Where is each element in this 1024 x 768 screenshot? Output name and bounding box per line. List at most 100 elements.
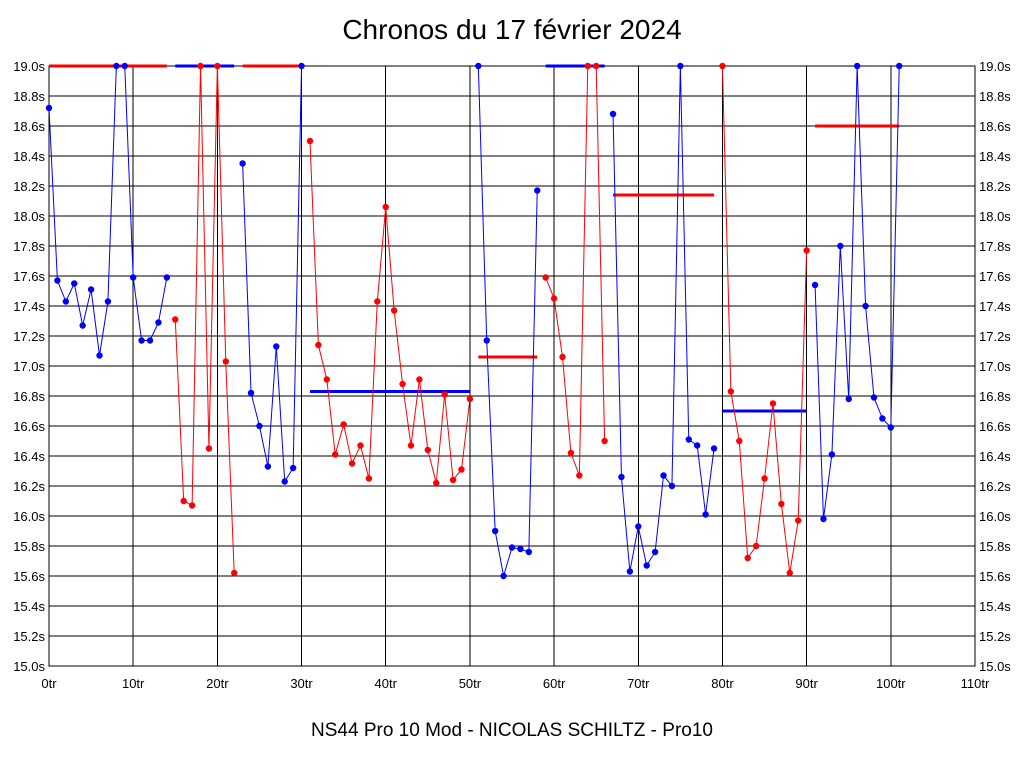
lap-point xyxy=(803,247,810,254)
lap-point xyxy=(231,569,238,577)
lap-point xyxy=(736,437,743,445)
y-tick-label-right: 16.4s xyxy=(979,449,1011,464)
lap-point xyxy=(306,137,314,145)
lap-point xyxy=(96,352,103,359)
x-tick-label: 110tr xyxy=(961,676,990,691)
lap-point xyxy=(685,436,692,443)
lap-point xyxy=(264,463,272,470)
lap-point xyxy=(820,515,827,523)
lap-point xyxy=(247,389,255,397)
y-tick-label-left: 15.4s xyxy=(13,599,45,614)
lap-point xyxy=(155,319,162,326)
lap-point xyxy=(466,395,474,403)
lap-point xyxy=(491,527,499,535)
y-tick-label-left: 15.6s xyxy=(13,569,45,584)
lap-point xyxy=(879,415,886,422)
lap-point xyxy=(811,281,819,289)
lap-point xyxy=(896,62,903,70)
y-tick-label-left: 16.6s xyxy=(13,419,45,434)
lap-point xyxy=(281,478,288,485)
lap-point xyxy=(517,545,524,553)
lap-point xyxy=(853,62,861,70)
lap-point xyxy=(559,353,566,361)
lap-point xyxy=(146,337,154,344)
lap-point xyxy=(390,307,398,314)
lap-point xyxy=(138,337,145,344)
lap-point xyxy=(609,110,617,118)
y-tick-label-right: 16.0s xyxy=(979,509,1011,524)
lap-point xyxy=(71,280,78,287)
y-tick-label-left: 18.2s xyxy=(13,179,45,194)
lap-point xyxy=(592,62,600,70)
y-tick-label-left: 19.0s xyxy=(13,59,45,74)
y-tick-label-right: 16.8s xyxy=(979,389,1011,404)
lap-point xyxy=(441,391,448,398)
lap-point xyxy=(205,445,213,452)
lap-point xyxy=(752,542,760,550)
lap-point xyxy=(273,343,280,350)
lap-point xyxy=(795,517,802,524)
lap-point xyxy=(618,473,625,481)
lap-point xyxy=(256,422,263,430)
series-line-red xyxy=(309,140,471,484)
lap-point xyxy=(660,472,667,479)
series-line-blue xyxy=(48,65,168,356)
y-tick-label-right: 15.2s xyxy=(979,629,1011,644)
y-tick-label-right: 17.2s xyxy=(979,329,1011,344)
y-tick-label-left: 18.6s xyxy=(13,119,45,134)
y-tick-label-left: 18.8s xyxy=(13,89,45,104)
lap-point xyxy=(870,394,878,401)
lap-point xyxy=(332,451,339,458)
x-tick-label: 80tr xyxy=(711,676,734,691)
y-tick-label-left: 15.8s xyxy=(13,539,45,554)
lap-point xyxy=(298,62,305,70)
lap-point xyxy=(508,544,516,551)
y-tick-label-right: 17.4s xyxy=(979,299,1011,314)
y-tick-label-right: 17.8s xyxy=(979,239,1011,254)
lap-point xyxy=(163,274,171,281)
x-tick-label: 60tr xyxy=(543,676,566,691)
lap-point xyxy=(584,62,591,70)
lap-point xyxy=(786,569,793,577)
y-tick-label-right: 18.6s xyxy=(979,119,1011,134)
lap-point xyxy=(407,442,415,449)
y-tick-label-left: 17.4s xyxy=(13,299,45,314)
y-tick-label-right: 15.8s xyxy=(979,539,1011,554)
lap-point xyxy=(416,376,423,383)
series-line-blue xyxy=(477,65,538,577)
lap-point xyxy=(651,548,659,556)
lap-point xyxy=(340,421,347,428)
y-tick-label-left: 17.6s xyxy=(13,269,45,284)
lap-point xyxy=(837,242,844,250)
lap-point xyxy=(449,476,457,484)
chart-footer: NS44 Pro 10 Mod - NICOLAS SCHILTZ - Pro1… xyxy=(311,720,713,741)
lap-point xyxy=(845,395,852,403)
y-tick-label-left: 17.2s xyxy=(13,329,45,344)
lap-point xyxy=(222,358,229,365)
lap-point xyxy=(525,548,533,556)
x-tick-label: 40tr xyxy=(375,676,398,691)
lap-point xyxy=(382,203,389,211)
y-tick-label-right: 16.6s xyxy=(979,419,1011,434)
lap-point xyxy=(534,187,541,194)
lap-point xyxy=(769,400,777,407)
series-line-red xyxy=(174,65,235,574)
lap-point xyxy=(635,523,642,530)
y-tick-label-right: 15.4s xyxy=(979,599,1011,614)
lap-point xyxy=(323,376,330,383)
y-tick-label-left: 16.2s xyxy=(13,479,45,494)
lap-point xyxy=(458,466,465,473)
chart-title: Chronos du 17 février 2024 xyxy=(342,14,682,45)
lap-point xyxy=(239,160,246,167)
series-line-blue xyxy=(814,65,900,520)
lap-point xyxy=(62,298,70,305)
x-tick-label: 20tr xyxy=(206,676,229,691)
average-lines xyxy=(49,64,900,413)
y-tick-label-left: 17.0s xyxy=(13,359,45,374)
y-tick-label-right: 15.6s xyxy=(979,569,1011,584)
lap-point xyxy=(483,337,490,344)
grid xyxy=(48,65,976,667)
lap-point xyxy=(887,424,895,431)
lap-point xyxy=(694,442,701,449)
